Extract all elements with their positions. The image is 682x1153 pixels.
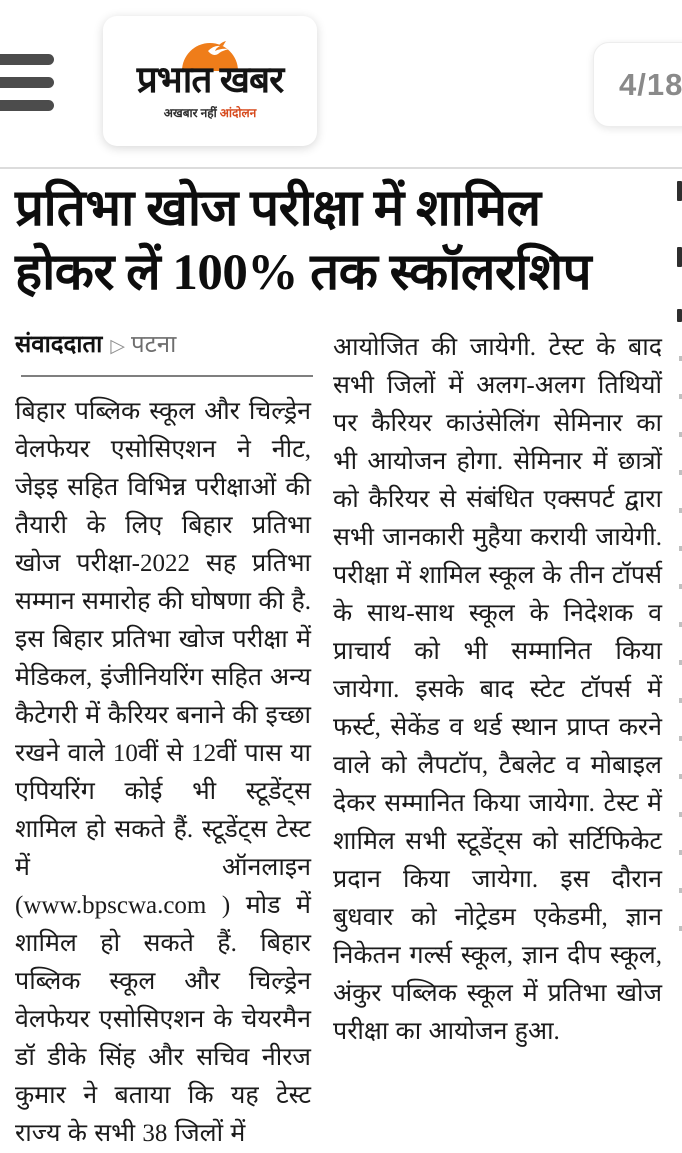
byline-divider (21, 375, 313, 377)
article-page: प्रतिभा खोज परीक्षा में शामिल होकर लें 1… (0, 169, 682, 1147)
article-columns: संवाददाता ▷ पटना बिहार पब्लिक स्कूल और चिल… (15, 329, 662, 1153)
page-indicator[interactable]: 4/18 (593, 42, 682, 127)
app-header: प्रभात खबर अखबार नहीं आंदोलन 4/18 (0, 0, 682, 169)
sun-bird-icon (178, 41, 242, 71)
byline: संवाददाता ▷ पटना (15, 329, 311, 362)
headline-line-1: प्रतिभा खोज परीक्षा में शामिल (15, 181, 541, 237)
next-page-edge-fragment (677, 181, 682, 201)
article-column-left: संवाददाता ▷ पटना बिहार पब्लिक स्कूल और चिल… (15, 329, 313, 1153)
byline-author: संवाददाता (15, 332, 103, 358)
logo-tagline: अखबार नहीं आंदोलन (163, 106, 257, 120)
article-body-right: आयोजित की जायेगी. टेस्ट के बाद सभी जिलों… (333, 334, 662, 1045)
next-page-edge-fragment (677, 247, 682, 267)
article-column-right: आयोजित की जायेगी. टेस्ट के बाद सभी जिलों… (333, 329, 662, 1153)
byline-separator-icon: ▷ (110, 335, 126, 357)
headline-line-2: होकर लें 100% तक स्कॉलरशिप (15, 245, 592, 301)
publisher-logo[interactable]: प्रभात खबर अखबार नहीं आंदोलन (103, 16, 317, 146)
next-page-edge-fragment (679, 356, 682, 952)
byline-location: पटना (131, 332, 177, 358)
hamburger-menu-icon[interactable] (0, 54, 54, 112)
next-page-edge-fragment (677, 309, 682, 322)
page-indicator-value: 4/18 (619, 66, 682, 102)
article-body-left: बिहार पब्लिक स्कूल और चिल्ड्रेन वेलफेयर … (15, 398, 311, 1147)
logo-title: प्रभात खबर (136, 60, 285, 101)
article-headline: प्रतिभा खोज परीक्षा में शामिल होकर लें 1… (15, 177, 664, 305)
